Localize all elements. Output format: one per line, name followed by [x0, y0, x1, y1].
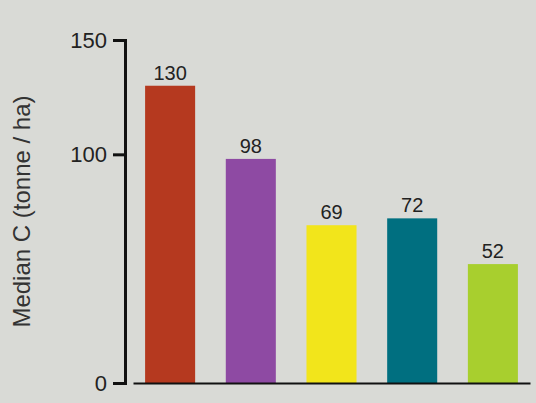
y-tick-label: 100 [70, 142, 107, 167]
bar [468, 264, 518, 383]
bar [145, 86, 195, 383]
data-label: 72 [401, 194, 423, 216]
y-axis-title: Median C (tonne / ha) [8, 95, 35, 327]
bar [387, 218, 437, 383]
x-axis [134, 383, 531, 385]
y-tick-mark [113, 153, 125, 156]
x-axis-line [134, 383, 531, 385]
y-tick: 100 [70, 142, 125, 167]
y-axis-line [113, 41, 126, 384]
chart: 0 100 150 Median C (tonne / ha) 130 98 69 72 52 [0, 0, 536, 403]
bar [226, 159, 276, 383]
data-labels: 130 98 69 72 52 [153, 62, 504, 262]
data-label: 52 [482, 240, 504, 262]
y-tick-mark [113, 382, 125, 385]
y-tick-label: 0 [95, 371, 107, 396]
y-axis: 0 100 150 [70, 28, 125, 396]
data-label: 130 [153, 62, 186, 84]
y-tick-label: 150 [70, 28, 107, 53]
background [0, 0, 536, 403]
y-tick-mark [113, 39, 125, 42]
y-tick: 0 [95, 371, 125, 396]
data-label: 98 [240, 135, 262, 157]
bars [145, 86, 518, 383]
y-tick: 150 [70, 28, 125, 53]
bar [306, 225, 356, 383]
data-label: 69 [320, 201, 342, 223]
